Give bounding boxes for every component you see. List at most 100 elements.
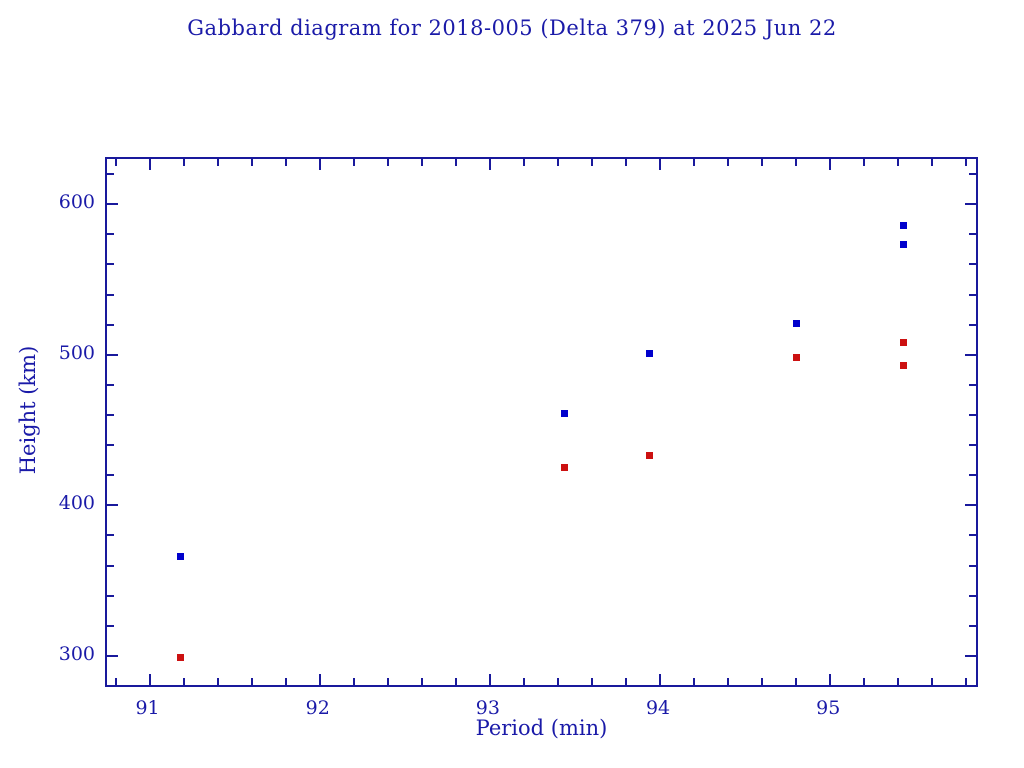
y-tick-minor [969, 173, 976, 176]
y-tick-minor [969, 383, 976, 386]
x-tick-minor [420, 159, 423, 166]
data-point-perigee [899, 339, 907, 347]
x-tick-label: 91 [135, 697, 160, 719]
x-tick-minor [182, 678, 185, 685]
x-tick-major [148, 674, 151, 685]
x-tick-minor [454, 678, 457, 685]
x-tick-minor [897, 678, 900, 685]
data-point-apogee [176, 553, 184, 560]
y-tick-minor [107, 233, 114, 236]
x-tick-minor [556, 678, 559, 685]
y-tick-minor [969, 293, 976, 296]
y-tick-major [107, 504, 118, 507]
y-tick-minor [107, 383, 114, 386]
x-tick-minor [284, 159, 287, 166]
y-tick-label: 400 [58, 492, 95, 515]
y-tick-minor [107, 323, 114, 326]
x-tick-minor [863, 678, 866, 685]
x-tick-major [829, 159, 832, 170]
y-tick-minor [107, 624, 114, 627]
y-tick-minor [107, 444, 114, 447]
x-axis-label: Period (min) [475, 716, 608, 740]
x-tick-minor [761, 678, 764, 685]
data-point-perigee [792, 354, 800, 362]
y-tick-minor [107, 173, 114, 176]
y-tick-minor [969, 624, 976, 627]
y-tick-major [965, 654, 976, 657]
x-tick-major [659, 674, 662, 685]
x-tick-minor [693, 159, 696, 166]
y-tick-major [107, 654, 118, 657]
data-point-apogee [646, 349, 654, 357]
plot-frame [105, 157, 978, 687]
y-tick-label: 500 [58, 341, 95, 364]
y-tick-minor [107, 564, 114, 567]
x-tick-minor [216, 678, 219, 685]
x-tick-minor [522, 678, 525, 685]
x-tick-minor [386, 678, 389, 685]
x-tick-minor [250, 678, 253, 685]
y-tick-minor [969, 323, 976, 326]
data-point-apogee [561, 409, 569, 417]
x-tick-major [829, 674, 832, 685]
y-tick-minor [107, 413, 114, 416]
y-tick-label: 300 [58, 642, 95, 665]
x-tick-minor [795, 159, 798, 166]
data-point-perigee [561, 464, 569, 472]
x-tick-label: 95 [816, 697, 841, 719]
y-tick-minor [107, 293, 114, 296]
x-tick-minor [386, 159, 389, 166]
x-tick-minor [182, 159, 185, 166]
x-tick-minor [216, 159, 219, 166]
y-tick-minor [969, 233, 976, 236]
x-tick-major [148, 159, 151, 170]
y-tick-minor [969, 534, 976, 537]
x-tick-label: 93 [475, 697, 500, 719]
x-tick-minor [693, 678, 696, 685]
y-tick-minor [107, 474, 114, 477]
data-point-perigee [646, 452, 654, 460]
x-tick-minor [625, 678, 628, 685]
x-tick-major [659, 159, 662, 170]
y-tick-minor [969, 444, 976, 447]
x-tick-minor [795, 678, 798, 685]
x-tick-minor [454, 159, 457, 166]
y-tick-major [965, 353, 976, 356]
plot-area [107, 159, 976, 687]
page-title: Gabbard diagram for 2018-005 (Delta 379)… [187, 16, 837, 40]
x-tick-minor [420, 678, 423, 685]
x-tick-minor [863, 159, 866, 166]
x-tick-minor [591, 159, 593, 166]
x-tick-minor [284, 678, 287, 685]
y-tick-major [107, 353, 118, 356]
y-tick-major [107, 203, 118, 206]
data-point-apogee [899, 241, 907, 249]
x-tick-minor [250, 159, 253, 166]
data-point-apogee [792, 319, 800, 327]
y-tick-minor [107, 534, 114, 537]
x-tick-minor [522, 159, 525, 166]
y-tick-minor [107, 263, 114, 266]
x-tick-minor [931, 678, 934, 685]
x-tick-minor [931, 159, 934, 166]
x-tick-minor [727, 159, 730, 166]
y-tick-major [965, 203, 976, 206]
x-tick-major [318, 159, 321, 170]
y-tick-minor [107, 684, 114, 687]
x-tick-major [488, 159, 491, 170]
x-tick-minor [591, 678, 593, 685]
data-point-perigee [899, 361, 907, 369]
x-tick-minor [625, 159, 628, 166]
x-tick-minor [556, 159, 559, 166]
y-tick-minor [107, 594, 114, 597]
x-tick-minor [761, 159, 764, 166]
y-tick-minor [969, 263, 976, 266]
data-point-apogee [899, 221, 907, 229]
x-tick-minor [352, 159, 355, 166]
y-tick-label: 600 [58, 191, 95, 214]
x-tick-minor [727, 678, 730, 685]
x-tick-minor [114, 678, 117, 685]
y-tick-minor [969, 474, 976, 477]
y-tick-major [965, 504, 976, 507]
